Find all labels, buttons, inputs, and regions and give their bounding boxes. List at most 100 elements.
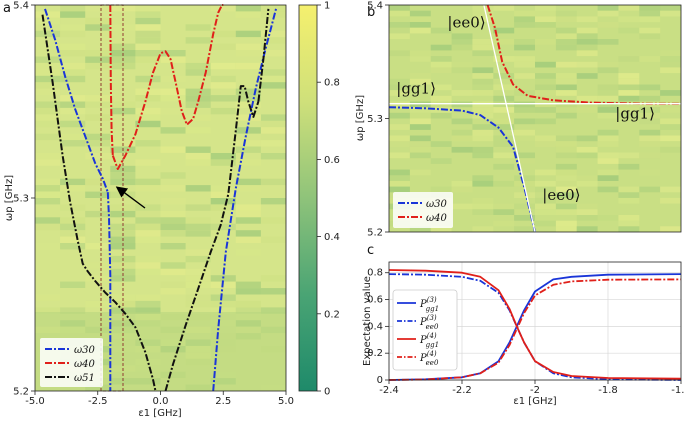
c-ytick-label: 0 [377, 375, 383, 386]
heatmap-cell [389, 84, 410, 91]
curve-a-2-seg-2 [257, 8, 270, 102]
heatmap-cell [618, 197, 640, 204]
curve-a-0-seg-0 [44, 8, 109, 193]
heatmap-cell [60, 69, 86, 76]
heatmap-cell [210, 107, 236, 115]
heatmap-cell [535, 39, 556, 45]
heatmap-cell [535, 118, 556, 125]
heatmap-cell [135, 223, 161, 231]
heatmap-cell [210, 95, 236, 102]
heatmap-cell [576, 180, 598, 187]
heatmap-cell [389, 152, 410, 159]
heatmap-cell [430, 27, 452, 34]
heatmap-cell [60, 140, 86, 147]
panel-a-ylabel: ωp [GHz] [4, 175, 15, 221]
heatmap-cell [260, 37, 286, 44]
heatmap-cell [514, 226, 535, 232]
heatmap-cell [597, 141, 619, 147]
anticrossing-arrow [115, 186, 146, 209]
heatmap-cell [472, 90, 494, 96]
heatmap-cell [160, 185, 186, 192]
b-ytick-label: 5.2 [367, 228, 383, 239]
heatmap-cell [135, 268, 161, 276]
a-xtick-label: -2.5 [88, 396, 108, 407]
heatmap-cell [409, 27, 431, 34]
heatmap-cell [235, 249, 261, 256]
heatmap-cell [60, 236, 86, 243]
heatmap-cell [597, 67, 619, 74]
heatmap-cell [451, 186, 473, 193]
c-xtick-label: -1.6 [671, 385, 685, 396]
heatmap-cell [639, 186, 661, 193]
heatmap-cell [576, 107, 598, 113]
heatmap-cell [660, 118, 681, 125]
heatmap-cell [389, 50, 410, 57]
heatmap-cell [660, 61, 681, 68]
heatmap-cell [135, 140, 161, 147]
heatmap-cell [451, 39, 473, 45]
heatmap-cell [135, 185, 161, 192]
panel-c: c -2.4 -2.2 -2 -1.8 -1.6 0 0.2 0.4 0.6 0.8 ε1 [GH… [362, 243, 685, 407]
heatmap-cell [514, 118, 535, 125]
heatmap-cell [35, 191, 61, 198]
heatmap-cell [85, 95, 111, 102]
heatmap-cell [60, 204, 86, 211]
heatmap-cell [597, 135, 619, 142]
heatmap-cell [639, 141, 661, 147]
heatmap-cell [60, 5, 86, 12]
heatmap-cell [555, 39, 577, 45]
heatmap-cell [472, 203, 494, 210]
heatmap-cell [235, 236, 261, 243]
heatmap-cell [35, 101, 61, 108]
heatmap-cell [535, 220, 556, 227]
heatmap-cell [660, 5, 681, 11]
heatmap-cell [260, 288, 286, 295]
heatmap-cell [60, 223, 86, 231]
heatmap-cell [493, 56, 515, 62]
cb-tick-label: 0.6 [324, 155, 340, 166]
heatmap-cell [210, 5, 236, 12]
heatmap-cell [555, 16, 577, 23]
heatmap-cell [260, 114, 286, 121]
heatmap-cell [60, 243, 86, 250]
heatmap-cell [60, 43, 86, 50]
heatmap-cell [576, 175, 598, 181]
curve-a-0-seg-1 [106, 192, 112, 391]
heatmap-cell [210, 223, 236, 231]
heatmap-cell [409, 112, 431, 119]
heatmap-cell [85, 140, 111, 147]
heatmap-cell [514, 90, 535, 96]
heatmap-cell [60, 24, 86, 31]
heatmap-cell [451, 118, 473, 125]
heatmap-cell [597, 107, 619, 113]
heatmap-cell [618, 95, 640, 102]
a-ytick-label: 5.3 [13, 194, 29, 205]
heatmap-cell [210, 153, 236, 160]
curve-b-3 [483, 4, 536, 233]
heatmap-cell [135, 255, 161, 263]
heatmap-cell [235, 127, 261, 134]
heatmap-cell [472, 180, 494, 187]
heatmap-cell [535, 203, 556, 210]
heatmap-cell [260, 133, 286, 141]
heatmap-cell [185, 268, 211, 276]
heatmap-cell [430, 112, 452, 119]
heatmap-cell [135, 159, 161, 166]
curve-a-0-seg-2 [212, 8, 277, 392]
heatmap-cell [597, 90, 619, 96]
heatmap-cell [110, 268, 136, 276]
heatmap-cell [618, 112, 640, 119]
heatmap-cell [639, 5, 661, 11]
heatmap-cell [260, 198, 286, 205]
heatmap-cell [60, 30, 86, 38]
heatmap-cell [135, 50, 161, 57]
state-label-0: |ee0⟩ [447, 14, 485, 32]
heatmap-cell [618, 186, 640, 193]
panel-a-ticks: -5.0 -2.5 0.0 2.5 5.0 5.2 5.3 5.4 [13, 1, 294, 408]
heatmap-cell [639, 112, 661, 119]
heatmap-cell [185, 294, 211, 301]
curve-a-2-seg-1 [164, 85, 260, 392]
heatmap-cell [493, 112, 515, 119]
heatmap-cell [451, 146, 473, 153]
